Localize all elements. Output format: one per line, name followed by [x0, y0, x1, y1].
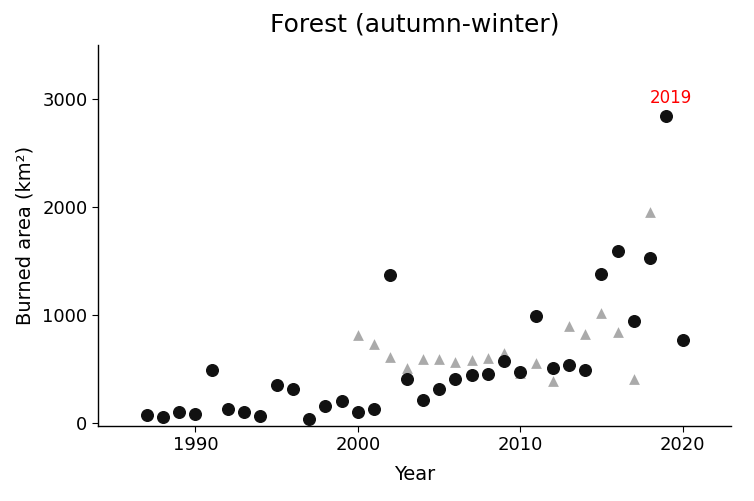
Point	[141, 411, 153, 419]
Point	[433, 355, 445, 363]
X-axis label: Year: Year	[394, 465, 435, 484]
Point	[563, 322, 575, 330]
Point	[531, 312, 543, 320]
Point	[433, 385, 445, 393]
Point	[303, 415, 315, 423]
Point	[676, 336, 688, 344]
Point	[352, 408, 364, 416]
Point	[644, 208, 656, 216]
Point	[157, 413, 169, 421]
Point	[400, 375, 412, 383]
Point	[596, 270, 608, 278]
Point	[465, 356, 477, 364]
Point	[547, 377, 559, 385]
Point	[368, 340, 380, 348]
Text: 2019: 2019	[650, 89, 692, 107]
Point	[465, 371, 477, 379]
Point	[563, 361, 575, 369]
Point	[596, 309, 608, 317]
Point	[498, 349, 510, 357]
Point	[628, 375, 640, 383]
Point	[271, 381, 283, 389]
Point	[385, 353, 397, 361]
Point	[498, 357, 510, 365]
Point	[661, 112, 673, 120]
Point	[611, 247, 624, 255]
Point	[611, 328, 624, 336]
Point	[482, 370, 494, 378]
Point	[352, 331, 364, 339]
Point	[579, 366, 591, 374]
Point	[417, 355, 429, 363]
Point	[514, 369, 526, 377]
Point	[385, 271, 397, 279]
Point	[449, 358, 461, 366]
Point	[417, 396, 429, 404]
Point	[222, 405, 234, 413]
Point	[206, 366, 218, 374]
Point	[254, 412, 266, 420]
Point	[189, 410, 201, 418]
Point	[514, 368, 526, 376]
Point	[579, 330, 591, 338]
Point	[287, 385, 299, 393]
Point	[644, 254, 656, 262]
Point	[320, 402, 332, 410]
Point	[238, 408, 250, 416]
Y-axis label: Burned area (km²): Burned area (km²)	[15, 146, 34, 325]
Point	[628, 317, 640, 325]
Point	[336, 397, 348, 405]
Point	[368, 405, 380, 413]
Point	[547, 364, 559, 372]
Point	[531, 359, 543, 367]
Point	[449, 375, 461, 383]
Title: Forest (autumn-winter): Forest (autumn-winter)	[270, 12, 559, 36]
Point	[482, 354, 494, 362]
Point	[400, 364, 412, 372]
Point	[173, 408, 185, 416]
